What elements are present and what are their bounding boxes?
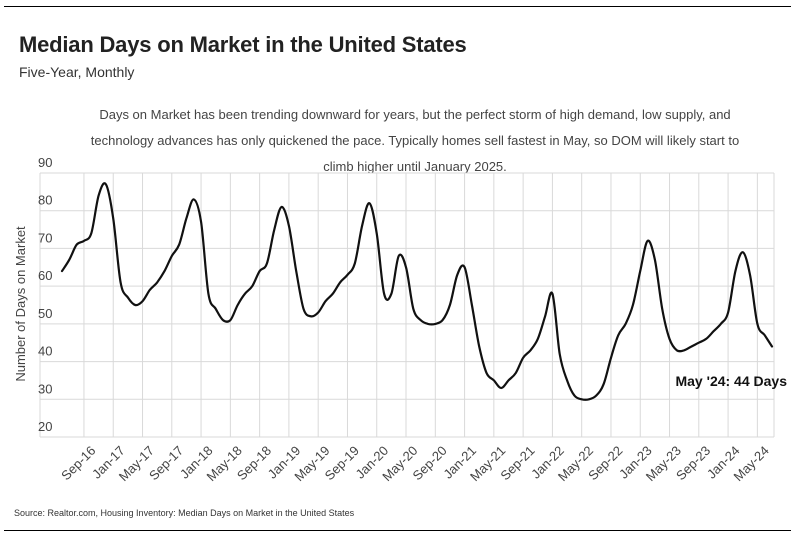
x-tick-label: Sep-16 [58,443,98,483]
y-tick-label: 80 [38,193,52,208]
y-tick-label: 50 [38,306,52,321]
y-tick-label: 30 [38,381,52,396]
bottom-rule [4,530,791,531]
last-value-annotation: May '24: 44 Days [675,373,787,389]
y-tick-label: 40 [38,344,52,359]
y-tick-label: 90 [38,155,52,170]
chart-subtitle: Five-Year, Monthly [19,64,135,80]
series-line [60,182,774,401]
top-rule [4,6,791,7]
y-tick-label: 70 [38,230,52,245]
chart-title: Median Days on Market in the United Stat… [19,32,467,57]
y-tick-label: 60 [38,268,52,283]
x-tick-labels: Sep-16Jan-17May-17Sep-17Jan-18May-18Sep-… [58,443,772,484]
y-tick-label: 20 [38,419,52,434]
chart-note: Days on Market has been trending downwar… [90,107,740,174]
y-axis-label: Number of Days on Market [13,226,28,382]
y-tick-labels: 20 30 40 50 60 70 80 90 [38,155,52,434]
source-note: Source: Realtor.com, Housing Inventory: … [14,508,355,518]
grid [39,172,775,438]
